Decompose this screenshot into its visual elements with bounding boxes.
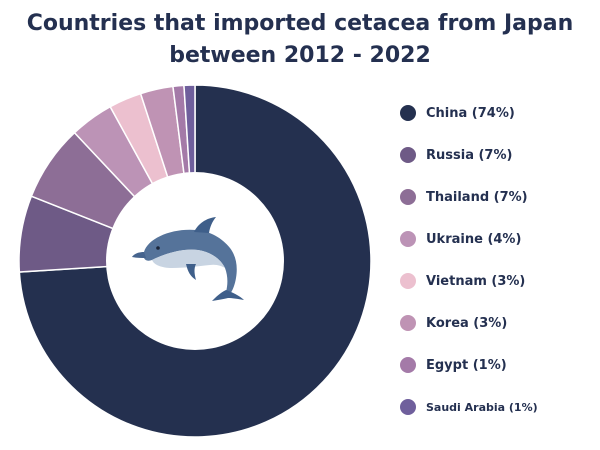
legend-label: Egypt (1%) — [426, 357, 507, 373]
legend-label: Vietnam (3%) — [426, 273, 526, 289]
chart-title-line-1: Countries that imported cetacea from Jap… — [26, 11, 574, 36]
legend-item-russia: Russia (7%) — [400, 134, 538, 176]
legend-swatch — [400, 105, 416, 121]
legend-swatch — [400, 231, 416, 247]
legend-swatch — [400, 273, 416, 289]
legend-label: Ukraine (4%) — [426, 231, 522, 247]
legend-item-china: China (74%) — [400, 92, 538, 134]
legend-label: China (74%) — [426, 105, 515, 121]
legend-label: Thailand (7%) — [426, 189, 528, 205]
legend-label: Russia (7%) — [426, 147, 513, 163]
legend: China (74%) Russia (7%) Thailand (7%) Uk… — [400, 92, 538, 428]
legend-swatch — [400, 189, 416, 205]
chart-title: Countries that imported cetacea from Jap… — [0, 8, 600, 72]
legend-item-saudi-arabia: Saudi Arabia (1%) — [400, 386, 538, 428]
legend-item-thailand: Thailand (7%) — [400, 176, 538, 218]
legend-label: Saudi Arabia (1%) — [426, 400, 538, 414]
legend-swatch — [400, 357, 416, 373]
legend-swatch — [400, 315, 416, 331]
legend-item-ukraine: Ukraine (4%) — [400, 218, 538, 260]
dolphin-icon — [132, 217, 244, 301]
legend-swatch — [400, 147, 416, 163]
legend-item-korea: Korea (3%) — [400, 302, 538, 344]
legend-label: Korea (3%) — [426, 315, 508, 331]
legend-item-egypt: Egypt (1%) — [400, 344, 538, 386]
chart-title-line-2: between 2012 - 2022 — [169, 43, 431, 68]
legend-swatch — [400, 399, 416, 415]
legend-item-vietnam: Vietnam (3%) — [400, 260, 538, 302]
